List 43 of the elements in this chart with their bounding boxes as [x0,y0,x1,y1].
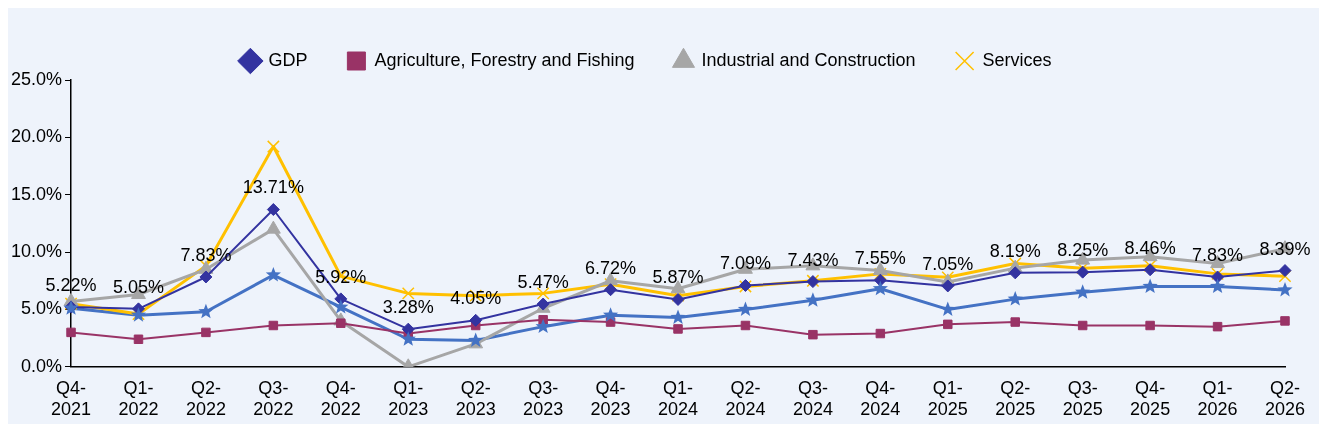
y-tick-label: 10.0% [10,241,63,262]
x-tick-label: Q4-2021 [51,377,92,420]
data-label: 7.05% [922,253,974,274]
x-tick-label: Q2-2025 [995,377,1036,420]
x-tick-label: Q1-2026 [1197,377,1238,420]
x-tick-label: Q4-2025 [1130,377,1171,420]
legend-label: Industrial and Construction [701,49,916,70]
y-tick-label: 15.0% [10,183,63,204]
data-label: 7.55% [854,248,906,269]
x-tick-label: Q2-2026 [1264,377,1306,420]
data-label: 5.05% [112,276,164,297]
y-tick-label: 5.0% [21,298,63,319]
x-tick-label: Q2-2022 [185,377,226,420]
data-label: 8.19% [989,240,1041,261]
x-tick-label: Q4-2023 [590,377,631,420]
data-label: 5.47% [517,272,569,293]
legend-label: Agriculture, Forestry and Fishing [374,49,635,70]
data-label: 8.46% [1124,237,1176,258]
x-tick-label: Q3-2024 [792,377,833,420]
y-tick-label: 0.0% [21,355,63,376]
data-label: 6.72% [585,257,637,278]
x-tick-label: Q4-2022 [320,377,361,420]
x-tick-label: Q4-2024 [860,377,901,420]
x-tick-label: Q3-2025 [1062,377,1103,420]
x-tick-label: Q1-2024 [658,377,699,420]
x-tick-label: Q1-2022 [118,377,159,420]
data-label: 8.25% [1057,240,1109,261]
y-tick-label: 20.0% [10,126,63,147]
x-tick-label: Q2-2023 [455,377,496,420]
data-label: 8.39% [1259,238,1311,259]
data-label: 7.09% [719,253,771,274]
data-label: 7.83% [1192,244,1244,265]
x-tick-label: Q1-2025 [927,377,968,420]
data-label: 7.43% [787,249,839,270]
x-tick-label: Q3-2022 [253,377,294,420]
legend-label: Services [982,49,1052,70]
x-tick-label: Q1-2023 [388,377,429,420]
x-tick-label: Q2-2024 [725,377,766,420]
x-tick-label: Q3-2023 [523,377,564,420]
y-tick-label: 25.0% [10,68,63,89]
data-label: 3.28% [382,297,434,318]
legend-label: GDP [268,49,308,70]
data-label: 5.87% [652,267,704,288]
